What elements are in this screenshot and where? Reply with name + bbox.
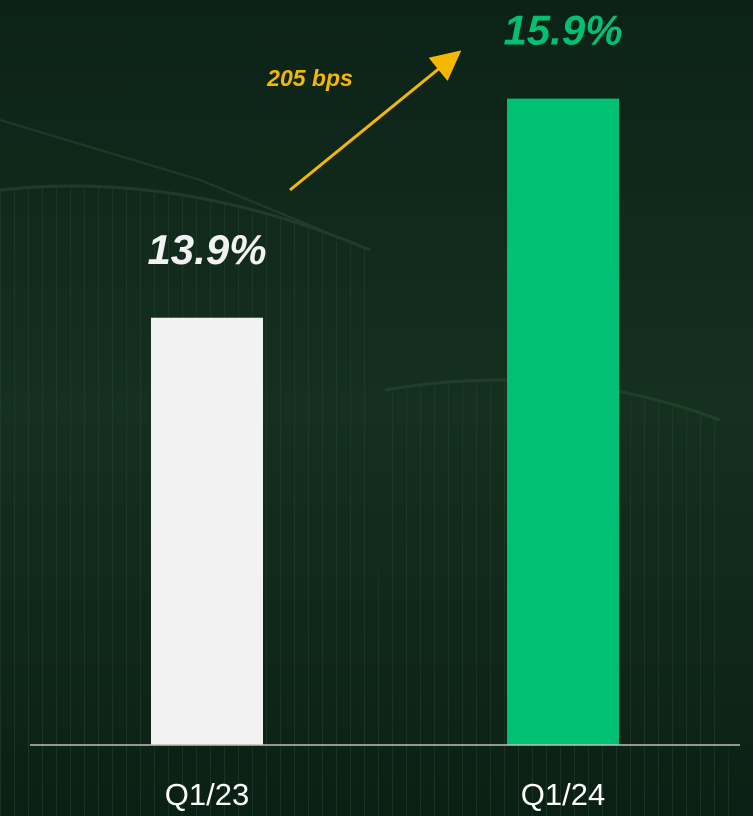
change-arrow: [289, 50, 462, 192]
annotation: 205 bps: [266, 65, 353, 91]
x-tick-label: Q1/24: [521, 777, 605, 812]
x-tick-label: Q1/23: [165, 777, 249, 812]
value-label: 13.9%: [147, 226, 266, 273]
bar: [507, 98, 619, 745]
bar: [151, 317, 263, 745]
value-label: 15.9%: [503, 7, 622, 54]
